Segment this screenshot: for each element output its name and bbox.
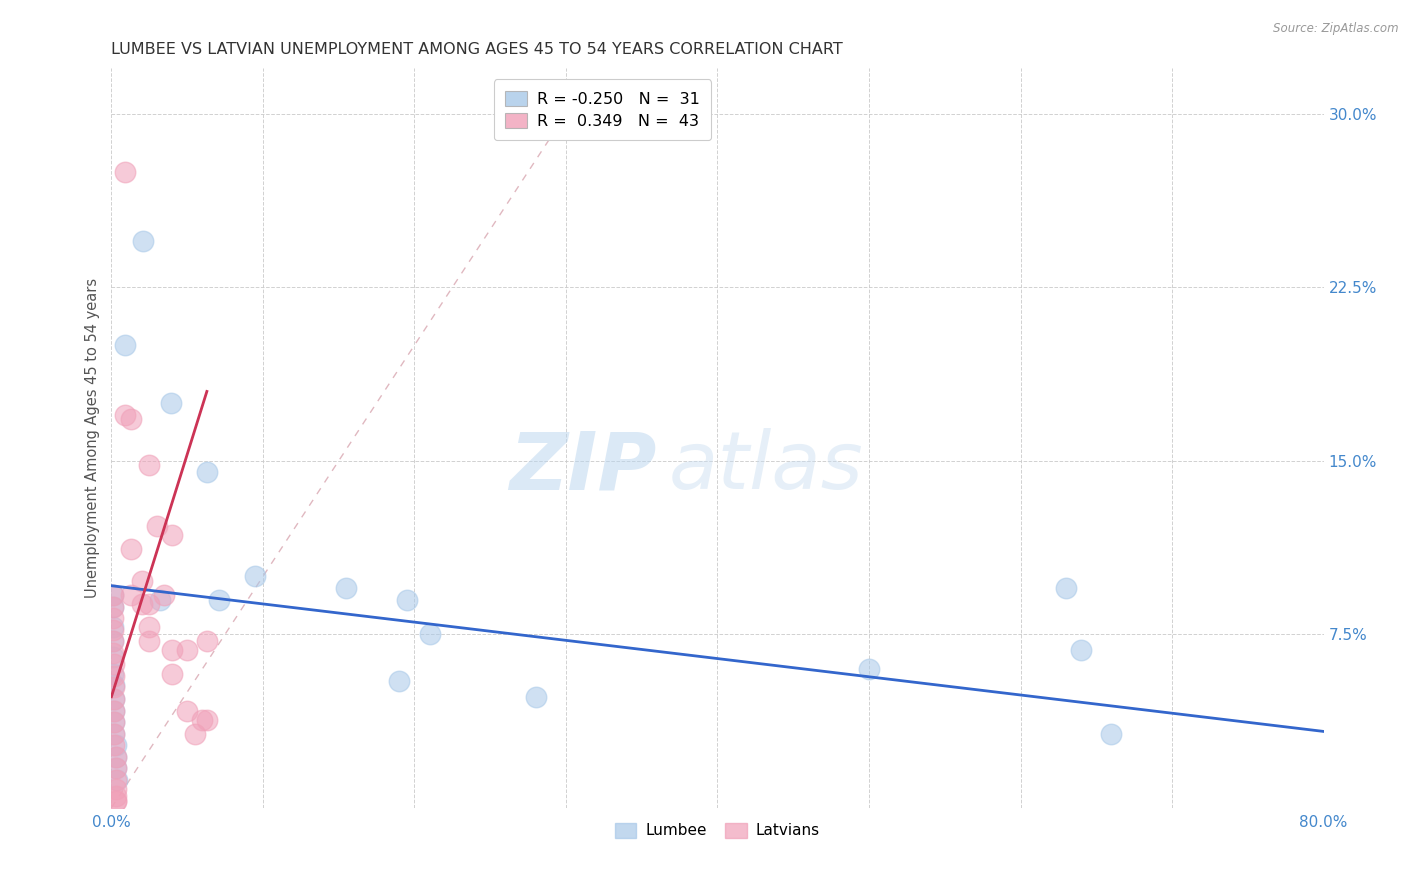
Point (1054, 581, 1077, 595)
Point (103, 678, 125, 692)
Point (103, 727, 125, 741)
Point (103, 727, 125, 741)
Point (101, 634, 124, 648)
Point (114, 408, 136, 422)
Point (120, 588, 142, 602)
Point (388, 673, 411, 688)
Point (103, 704, 125, 718)
Point (101, 620, 124, 634)
Point (101, 623, 124, 637)
Point (120, 412, 142, 426)
Point (104, 789, 127, 804)
Point (104, 772, 127, 787)
Point (419, 627, 441, 641)
Point (104, 782, 127, 797)
Point (101, 634, 124, 648)
Point (176, 704, 198, 718)
Point (103, 715, 125, 730)
Point (1070, 643, 1092, 657)
Point (245, 569, 267, 583)
Point (101, 650, 124, 665)
Point (101, 646, 124, 660)
Point (103, 669, 125, 683)
Point (104, 739, 127, 753)
Point (153, 588, 176, 602)
Point (138, 620, 160, 634)
Point (103, 681, 125, 695)
Legend: Lumbee, Latvians: Lumbee, Latvians (609, 817, 827, 845)
Point (191, 713, 214, 727)
Point (335, 581, 357, 595)
Point (160, 528, 183, 542)
Point (131, 597, 153, 611)
Point (195, 634, 218, 648)
Point (184, 727, 207, 741)
Point (103, 715, 125, 730)
Point (104, 750, 127, 764)
Point (107, 772, 129, 787)
Point (104, 761, 127, 775)
Point (101, 611, 124, 625)
Point (103, 704, 125, 718)
Point (103, 692, 125, 706)
Point (104, 794, 127, 808)
Point (103, 692, 125, 706)
Point (101, 588, 124, 602)
Point (160, 666, 183, 681)
Point (159, 396, 181, 410)
Point (208, 592, 231, 607)
Point (146, 518, 169, 533)
Text: Source: ZipAtlas.com: Source: ZipAtlas.com (1274, 22, 1399, 36)
Point (104, 761, 127, 775)
Point (149, 592, 172, 607)
Point (101, 588, 124, 602)
Point (1101, 727, 1123, 741)
Point (101, 599, 124, 614)
Point (176, 643, 198, 657)
Point (395, 592, 418, 607)
Text: LUMBEE VS LATVIAN UNEMPLOYMENT AMONG AGES 45 TO 54 YEARS CORRELATION CHART: LUMBEE VS LATVIAN UNEMPLOYMENT AMONG AGE… (111, 42, 844, 57)
Point (120, 541, 142, 556)
Point (858, 662, 880, 676)
Point (138, 597, 160, 611)
Point (195, 466, 218, 480)
Point (103, 739, 125, 753)
Point (103, 657, 125, 672)
Point (195, 713, 218, 727)
Point (132, 234, 155, 248)
Point (524, 690, 547, 704)
Point (114, 165, 136, 179)
Point (114, 338, 136, 352)
Y-axis label: Unemployment Among Ages 45 to 54 years: Unemployment Among Ages 45 to 54 years (86, 277, 100, 598)
Point (101, 666, 124, 681)
Text: ZIP: ZIP (509, 428, 657, 507)
Point (104, 750, 127, 764)
Point (160, 643, 183, 657)
Point (131, 574, 153, 588)
Point (104, 794, 127, 808)
Point (138, 458, 160, 473)
Point (138, 634, 160, 648)
Text: atlas: atlas (669, 428, 863, 507)
Point (101, 599, 124, 614)
